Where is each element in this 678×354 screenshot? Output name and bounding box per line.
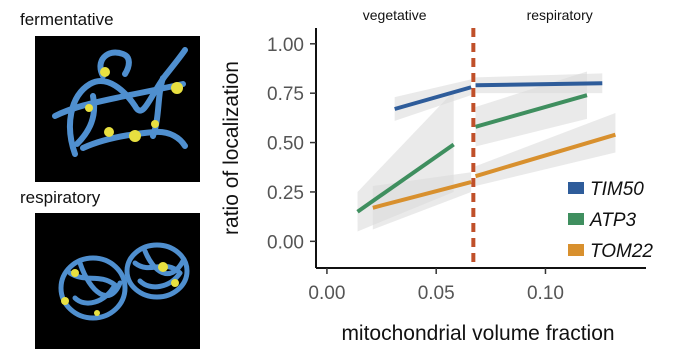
- x-tick-label: 0.10: [527, 283, 564, 304]
- axes: [315, 28, 646, 269]
- x-tick-label: 0.00: [308, 283, 345, 304]
- legend-swatch-tom22: [568, 244, 584, 256]
- region-label-right: respiratory: [527, 7, 593, 23]
- atp3-line-2: [474, 93, 588, 129]
- legend-swatch-tim50: [568, 182, 584, 194]
- bottom-panel-label: respiratory: [20, 188, 101, 207]
- y-tick-label: 0.50: [267, 134, 304, 155]
- tom22-line-1: [372, 180, 472, 210]
- y-tick-label: 1.00: [267, 35, 304, 56]
- y-axis-title: ratio of localization: [220, 61, 243, 235]
- tom22-line-2: [474, 132, 616, 179]
- legend: TIM50 ATP3 TOM22: [568, 179, 653, 262]
- top-panel-label: fermentative: [20, 10, 114, 29]
- fermentative-micrograph: [35, 36, 200, 182]
- legend-label-atp3: ATP3: [589, 210, 637, 231]
- tim50-line-2: [475, 81, 603, 88]
- y-tick-label: 0.75: [267, 84, 304, 105]
- legend-label-tom22: TOM22: [590, 241, 653, 262]
- respiratory-micrograph: [35, 213, 200, 349]
- x-axis-title: mitochondrial volume fraction: [341, 322, 614, 345]
- y-tick-label: 0.00: [267, 232, 304, 253]
- x-tick-label: 0.05: [418, 283, 455, 304]
- y-tick-label: 0.25: [267, 183, 304, 204]
- region-label-left: vegetative: [363, 7, 427, 23]
- legend-label-tim50: TIM50: [590, 179, 644, 200]
- tim50-line-1: [394, 85, 472, 111]
- legend-swatch-atp3: [568, 213, 584, 225]
- atp3-line-1: [356, 142, 455, 214]
